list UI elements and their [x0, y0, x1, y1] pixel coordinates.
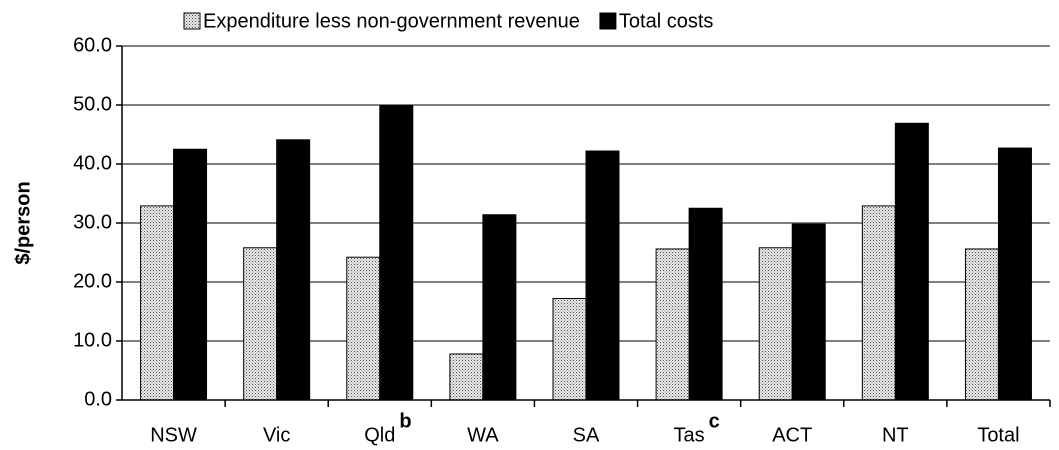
x-tick-label: NT [882, 424, 909, 446]
x-tick-label: Vic [263, 424, 290, 446]
bar [861, 205, 896, 401]
bar [655, 248, 690, 401]
x-tick-label: WA [467, 424, 499, 446]
bar [964, 248, 999, 401]
y-tick-label: 20.0 [73, 270, 112, 292]
legend-swatch [599, 12, 617, 30]
x-tick-label: Tas [674, 424, 705, 446]
x-tick-label: Qld [364, 424, 395, 446]
bar [243, 247, 278, 401]
bar [276, 139, 311, 401]
legend-label: Expenditure less non-government revenue [203, 10, 580, 32]
y-axis-label: $/person [12, 181, 34, 264]
y-tick-label: 60.0 [73, 34, 112, 56]
bar [449, 353, 484, 401]
x-tick-label: NSW [150, 424, 197, 446]
x-tick-label: ACT [772, 424, 812, 446]
y-tick-label: 30.0 [73, 211, 112, 233]
bar [688, 207, 723, 401]
bar [379, 104, 414, 401]
bar [894, 122, 929, 401]
category-note: c [709, 410, 720, 432]
bar [585, 150, 620, 401]
legend-label: Total costs [619, 10, 713, 32]
y-tick-label: 0.0 [84, 388, 112, 410]
legend-swatch [183, 12, 201, 30]
bar [140, 205, 175, 401]
bar [173, 148, 208, 401]
bar [346, 256, 381, 401]
x-tick-label: SA [573, 424, 600, 446]
y-tick-label: 50.0 [73, 93, 112, 115]
bar [482, 214, 517, 401]
x-tick-label: Total [977, 424, 1019, 446]
y-tick-label: 10.0 [73, 329, 112, 351]
bar [552, 298, 587, 401]
y-tick-label: 40.0 [73, 152, 112, 174]
bar [791, 223, 826, 401]
category-note: b [399, 410, 411, 432]
bar [997, 147, 1032, 401]
bar [758, 247, 793, 401]
